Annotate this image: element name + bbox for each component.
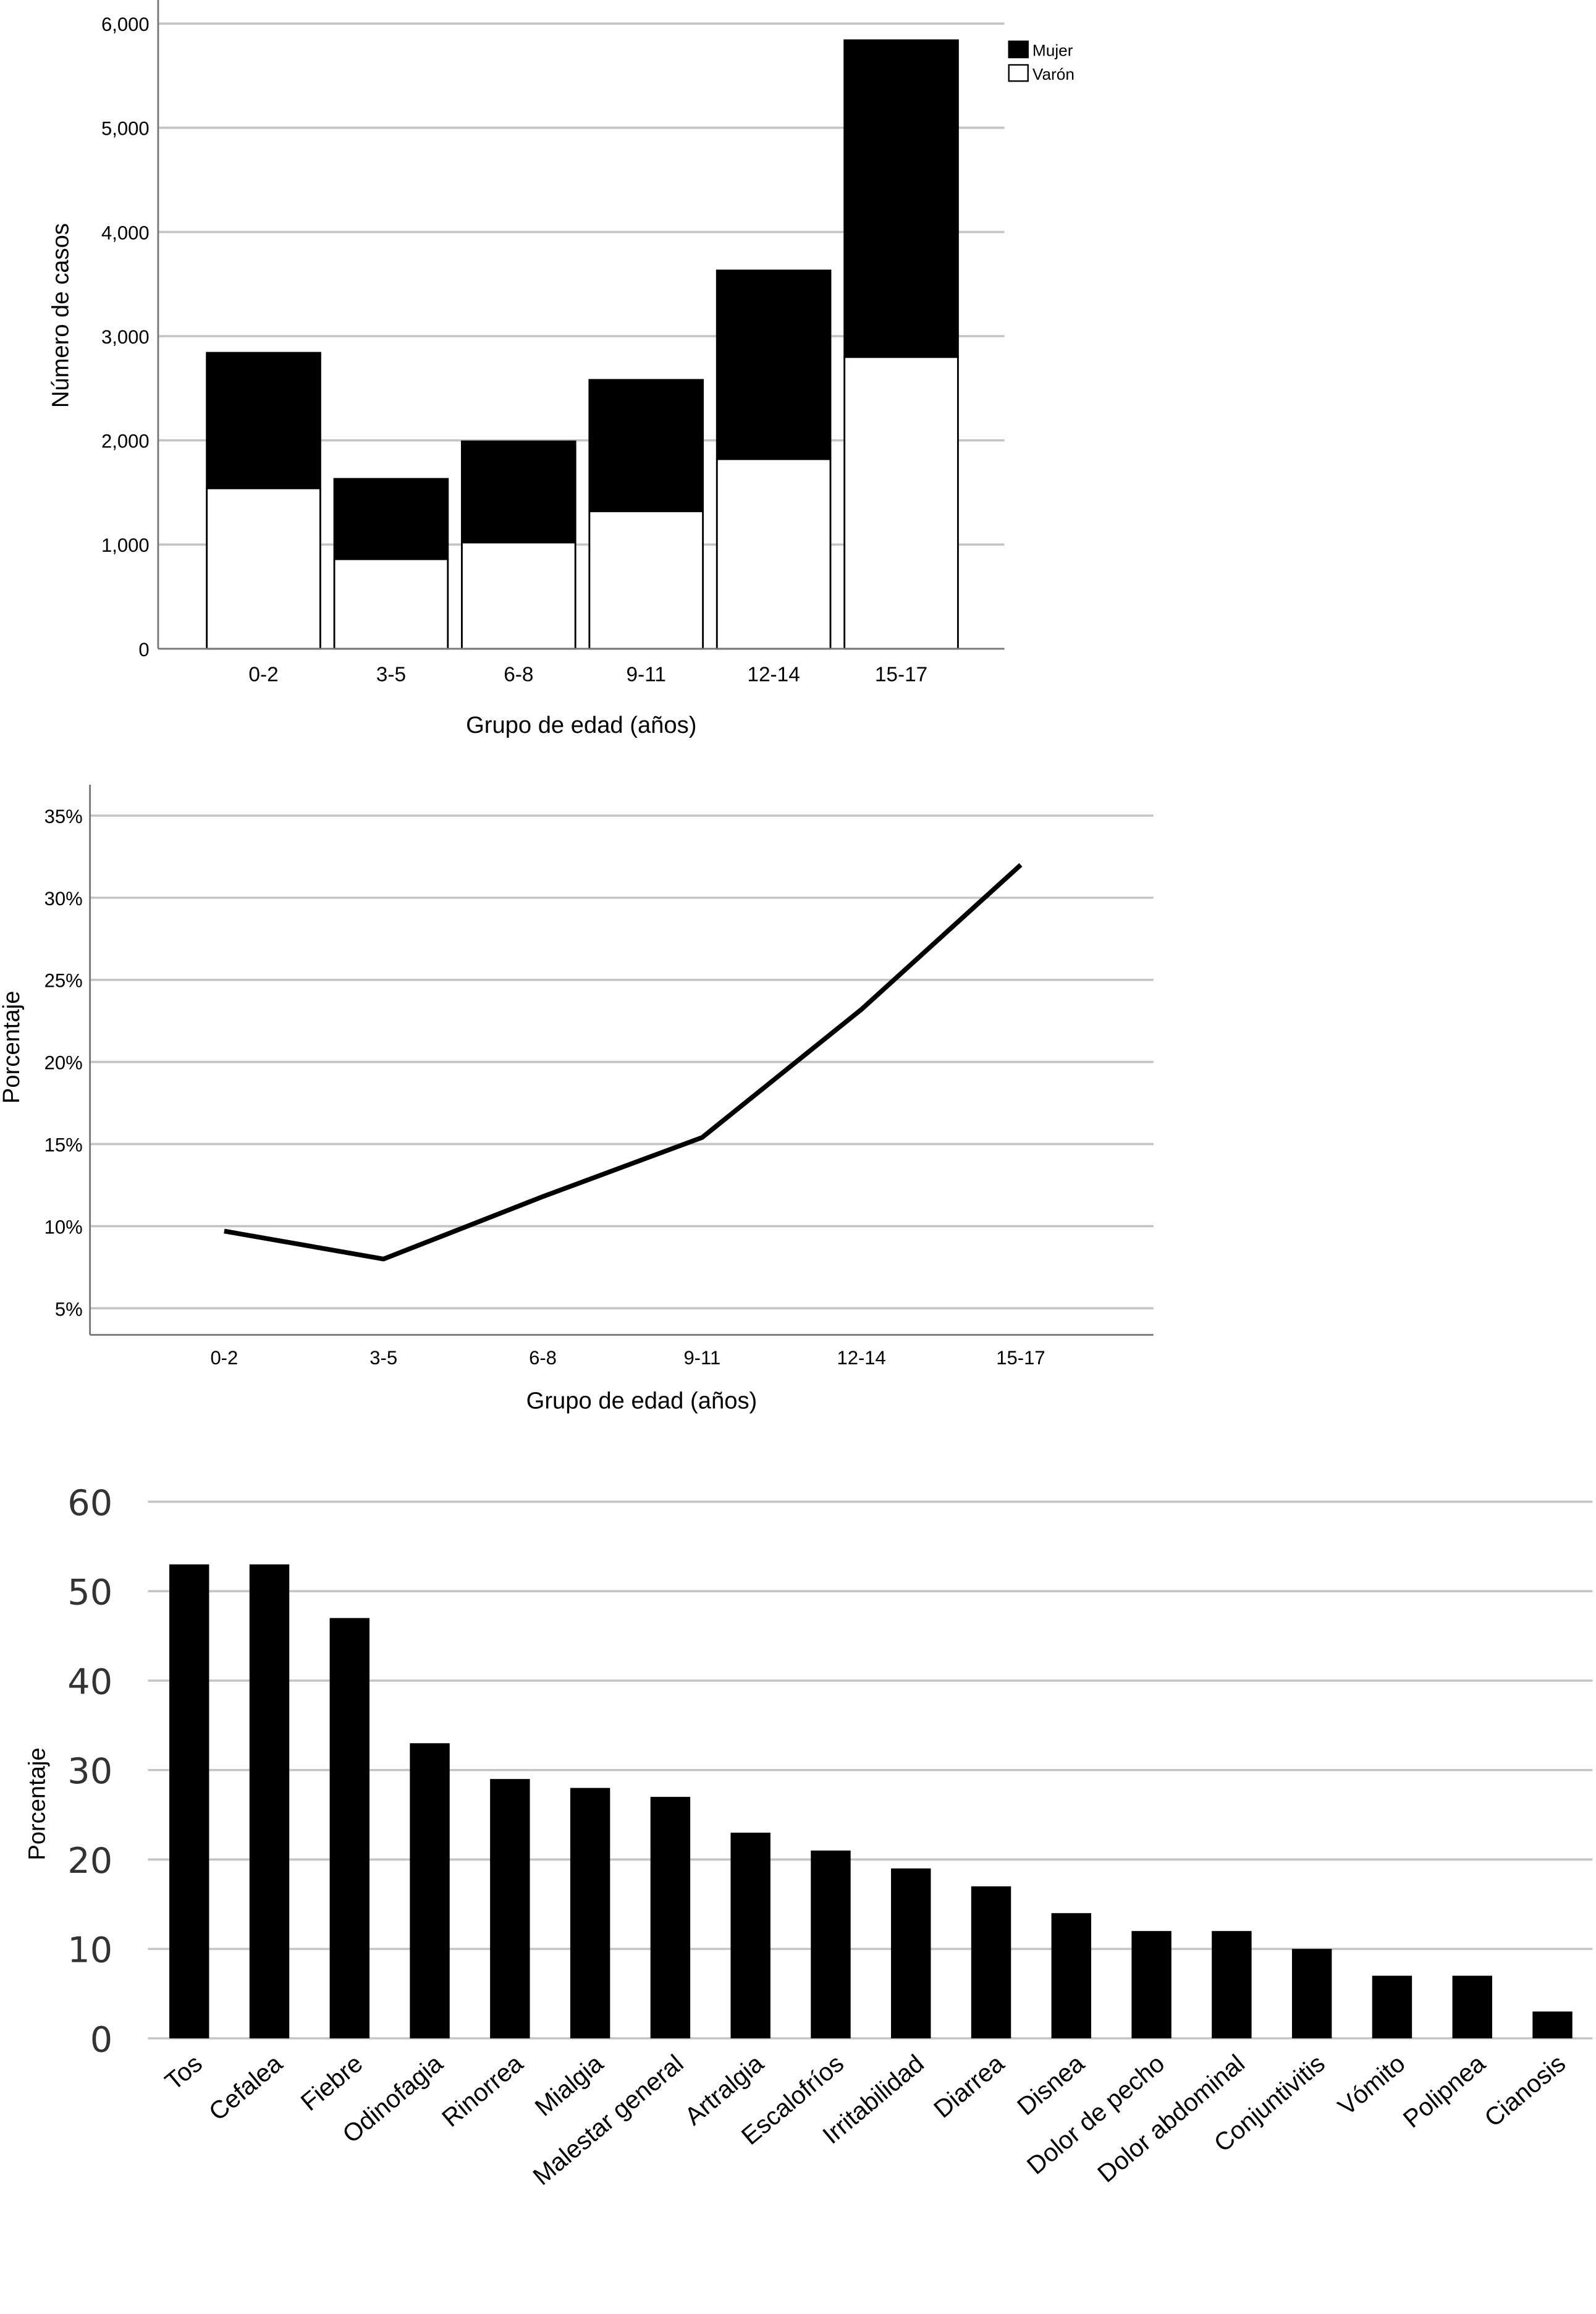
bar-segment-0-2 bbox=[206, 352, 321, 489]
y-gridlines bbox=[148, 1500, 1593, 2040]
y-tick-label: 40 bbox=[67, 1661, 112, 1702]
bar-Conjuntivitis bbox=[1291, 1949, 1332, 2038]
y-gridlines bbox=[90, 814, 1154, 1310]
x-tick-label: 15-17 bbox=[875, 663, 927, 686]
legend-swatch-mujer bbox=[1008, 40, 1029, 59]
x-tick-label: Polipnea bbox=[1398, 2049, 1491, 2134]
legend-label-mujer: Mujer bbox=[1032, 41, 1073, 60]
x-tick-label: 3-5 bbox=[376, 663, 406, 686]
y-tick-label: 20% bbox=[44, 1052, 83, 1074]
line-chart-percentage-by-age: 5% 10% 15% 20% 25% 30% 35% 0-2 3-5 6-8 9-11 12-14 1… bbox=[0, 784, 1154, 1414]
bar-Cefalea bbox=[249, 1564, 290, 2038]
y-tick-label: 20 bbox=[67, 1840, 112, 1881]
bar-Disnea bbox=[1051, 1913, 1092, 2038]
x-tick-label: Rinorrea bbox=[436, 2049, 528, 2132]
y-tick-label: 10% bbox=[44, 1216, 83, 1238]
x-tick-labels: 0-2 3-5 6-8 9-11 12-14 15-17 bbox=[248, 663, 927, 686]
x-tick-label: Fiebre bbox=[295, 2049, 368, 2116]
bar-Polipnea bbox=[1452, 1975, 1492, 2038]
bar-segment-6-8 bbox=[461, 541, 576, 650]
y-tick-label: 30 bbox=[67, 1750, 112, 1792]
x-tick-label: 6-8 bbox=[504, 663, 533, 686]
y-tick-label: 6,000 bbox=[101, 14, 150, 35]
y-tick-label: 4,000 bbox=[101, 222, 150, 243]
bar-Fiebre bbox=[329, 1618, 369, 2038]
stacked-bars bbox=[206, 39, 959, 650]
bar-segment-6-8 bbox=[461, 440, 576, 544]
bar-Tos bbox=[169, 1564, 209, 2038]
y-tick-label: 60 bbox=[67, 1488, 112, 1524]
x-tick-label: 12-14 bbox=[837, 1347, 885, 1369]
y-tick-label: 5,000 bbox=[101, 118, 150, 140]
y-axis-title: Porcentaje bbox=[23, 1747, 50, 1860]
bar-segment-12-14 bbox=[716, 458, 832, 650]
bar-Irritabilidad bbox=[891, 1868, 931, 2038]
bar-segment-9-11 bbox=[588, 510, 704, 650]
bar-Dolor abdominal bbox=[1212, 1931, 1252, 2038]
legend-swatch-varon bbox=[1008, 64, 1029, 82]
y-tick-label: 5% bbox=[55, 1298, 83, 1320]
x-axis-title: Grupo de edad (años) bbox=[526, 1388, 758, 1414]
y-tick-label: 35% bbox=[44, 806, 83, 827]
y-tick-label: 50 bbox=[67, 1572, 112, 1613]
x-tick-labels: 0-2 3-5 6-8 9-11 12-14 15-17 bbox=[210, 1347, 1045, 1369]
y-tick-labels: 5% 10% 15% 20% 25% 30% 35% bbox=[44, 806, 83, 1320]
x-axis-title: Grupo de edad (años) bbox=[466, 712, 696, 738]
x-tick-label: 15-17 bbox=[996, 1347, 1045, 1369]
y-tick-label: 0 bbox=[138, 639, 149, 661]
y-tick-label: 2,000 bbox=[101, 431, 150, 452]
bar-Vómito bbox=[1372, 1975, 1412, 2038]
x-tick-label: Dolor de pecho bbox=[1021, 2049, 1170, 2180]
y-tick-label: 10 bbox=[67, 1930, 112, 1971]
bar-Cianosis bbox=[1532, 2011, 1573, 2038]
bar-Rinorrea bbox=[490, 1779, 530, 2038]
y-tick-label: 1,000 bbox=[101, 534, 150, 556]
x-tick-label: Diarrea bbox=[928, 2049, 1010, 2124]
x-tick-label: 3-5 bbox=[369, 1347, 397, 1369]
y-axis-title: Porcentaje bbox=[0, 991, 25, 1104]
bar-Artralgia bbox=[730, 1832, 771, 2038]
legend-label-varon: Varón bbox=[1032, 65, 1075, 83]
bar-segment-15-17 bbox=[843, 39, 959, 358]
stacked-bar-chart-cases-by-age: 0 1,000 2,000 3,000 4,000 5,000 6,000 0-2 3-5 6-… bbox=[47, 0, 1075, 738]
x-tick-label: 0-2 bbox=[248, 663, 278, 686]
legend: Mujer Varón bbox=[1008, 40, 1075, 83]
bar-Escalofríos bbox=[811, 1850, 851, 2038]
y-tick-label: 25% bbox=[44, 970, 83, 992]
y-tick-label: 3,000 bbox=[101, 326, 150, 348]
bar-Mialgia bbox=[570, 1788, 610, 2038]
bars bbox=[169, 1564, 1573, 2038]
series-line bbox=[224, 863, 1023, 1262]
x-tick-label: 0-2 bbox=[210, 1347, 238, 1369]
x-tick-label: Cefalea bbox=[203, 2049, 288, 2126]
bar-Odinofagia bbox=[410, 1743, 450, 2038]
y-tick-labels: 0 1,000 2,000 3,000 4,000 5,000 6,000 bbox=[101, 14, 150, 661]
bar-segment-9-11 bbox=[588, 379, 704, 512]
x-tick-label: Cianosis bbox=[1479, 2049, 1571, 2132]
bar-segment-0-2 bbox=[206, 487, 321, 650]
bar-segment-15-17 bbox=[843, 356, 959, 650]
bar-segment-3-5 bbox=[333, 478, 449, 560]
bar-segment-12-14 bbox=[716, 269, 832, 460]
x-tick-label: Tos bbox=[159, 2049, 208, 2096]
bar-Malestar general bbox=[650, 1797, 691, 2038]
y-tick-label: 30% bbox=[44, 888, 83, 910]
bar-segment-3-5 bbox=[333, 558, 449, 650]
y-axis-title: Número de casos bbox=[47, 223, 74, 408]
x-tick-label: 9-11 bbox=[683, 1347, 720, 1369]
x-tick-label: Dolor abdominal bbox=[1092, 2049, 1250, 2188]
bar-Dolor de pecho bbox=[1131, 1931, 1172, 2038]
bar-Diarrea bbox=[971, 1886, 1011, 2038]
y-tick-label: 15% bbox=[44, 1134, 83, 1155]
y-tick-labels: 0 10 20 30 40 50 60 bbox=[67, 1488, 112, 2060]
x-tick-label: 12-14 bbox=[747, 663, 800, 686]
y-tick-label: 0 bbox=[90, 2019, 112, 2060]
x-tick-label: 9-11 bbox=[627, 663, 666, 686]
x-tick-label: 6-8 bbox=[529, 1347, 557, 1369]
